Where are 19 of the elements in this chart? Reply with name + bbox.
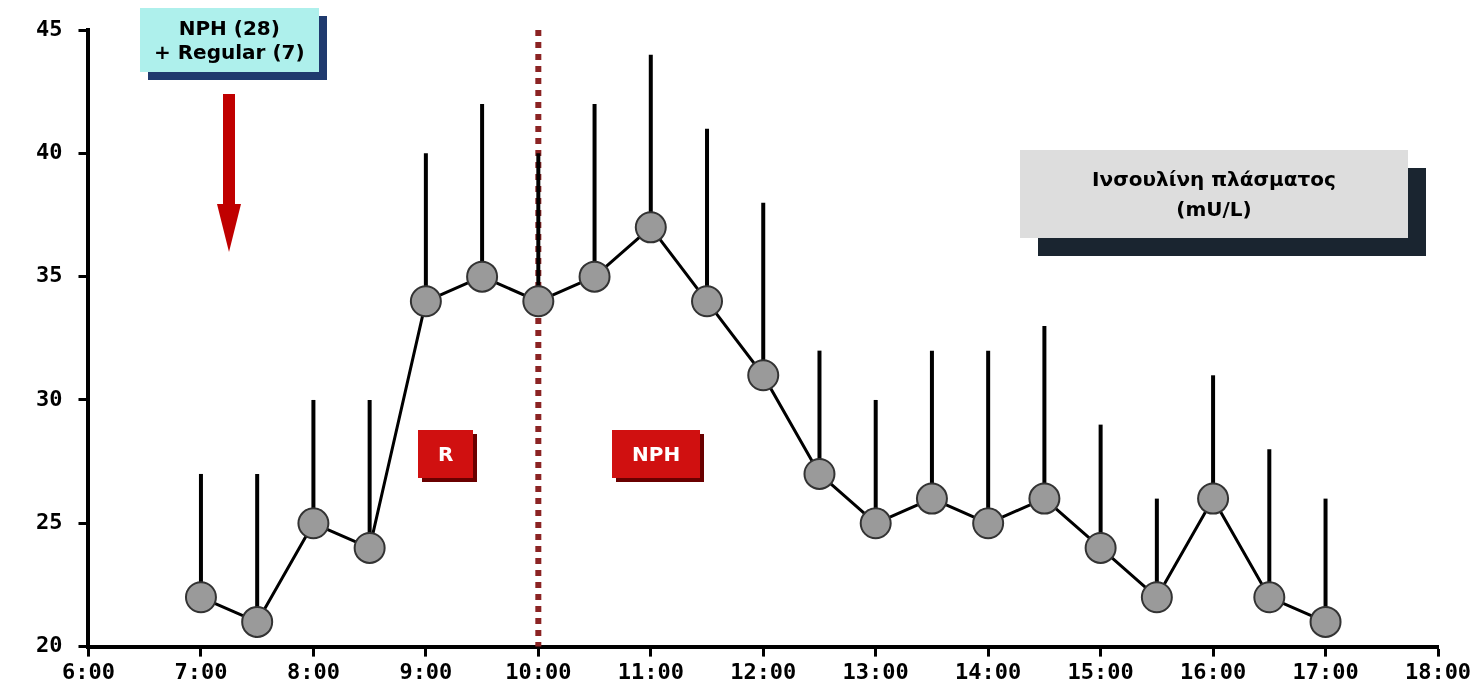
x-tick-label: 10:00 — [505, 658, 572, 684]
x-tick-label: 15:00 — [1067, 658, 1134, 684]
x-tick-label: 12:00 — [730, 658, 797, 684]
y-tick-label: 40 — [35, 139, 63, 165]
y-tick-label: 20 — [35, 632, 63, 658]
x-tick-label: 11:00 — [617, 658, 684, 684]
x-tick-label: 18:00 — [1404, 658, 1472, 684]
x-tick-label: 8:00 — [286, 658, 340, 684]
x-tick-label: 9:00 — [399, 658, 453, 684]
x-tick-label: 6:00 — [62, 658, 115, 684]
y-tick-label: 30 — [35, 385, 63, 411]
x-tick-label: 16:00 — [1179, 658, 1247, 684]
x-tick-label: 17:00 — [1292, 658, 1359, 684]
y-tick-label: 45 — [35, 15, 63, 41]
y-tick-label: 25 — [35, 509, 63, 534]
y-tick-label: 35 — [35, 262, 63, 288]
x-tick-label: 14:00 — [955, 658, 1022, 684]
x-tick-label: 7:00 — [174, 658, 228, 684]
x-tick-label: 13:00 — [842, 658, 909, 684]
